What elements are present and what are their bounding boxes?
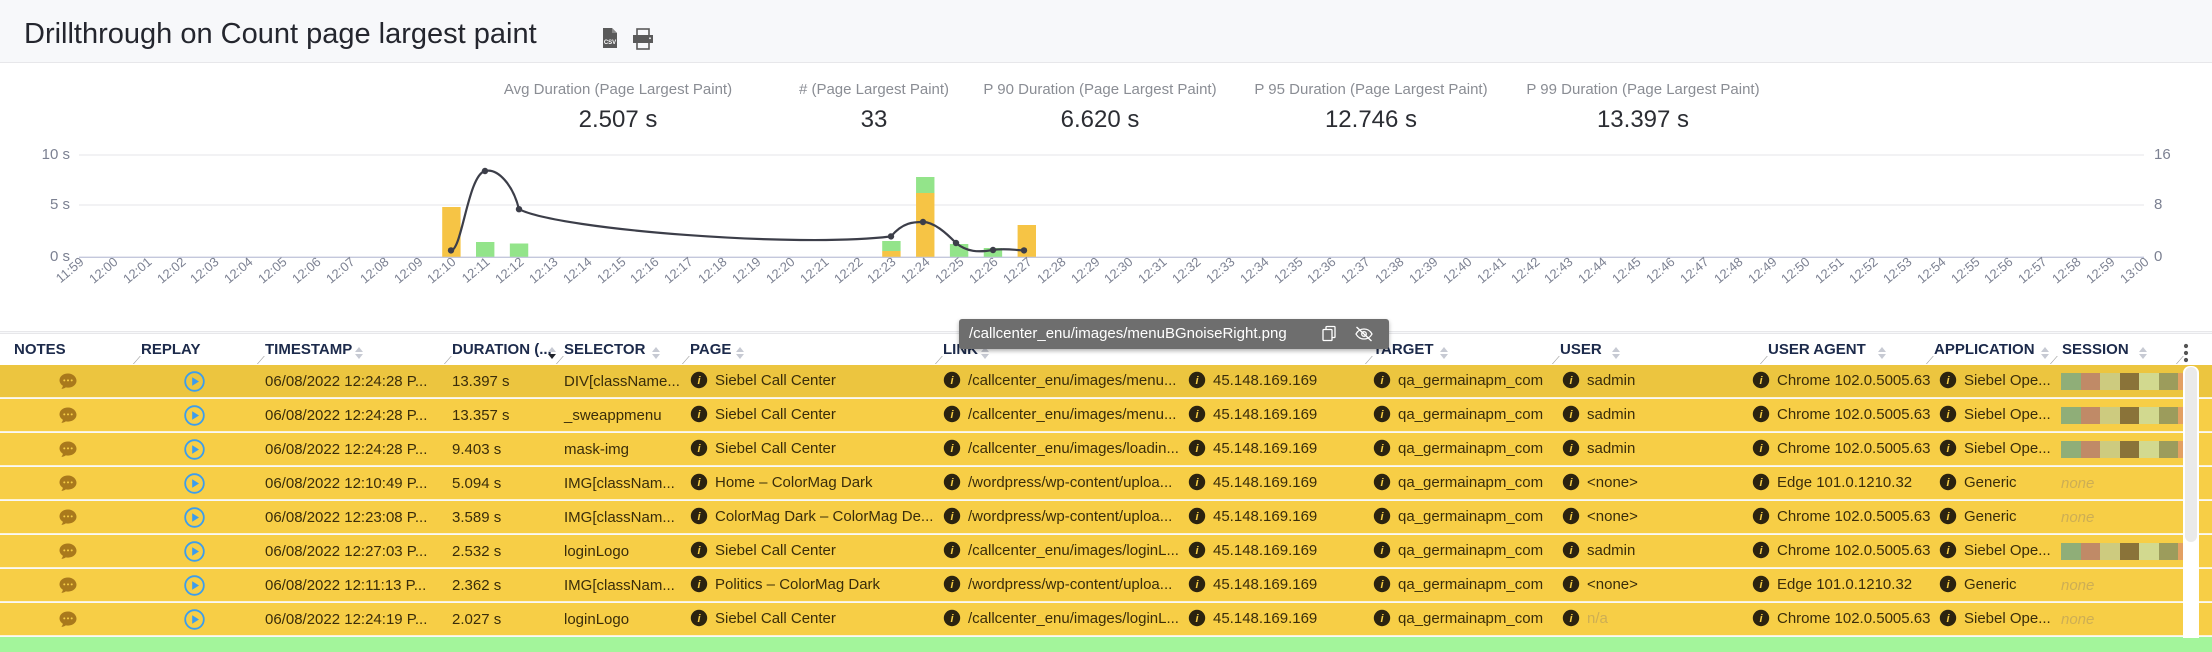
svg-text:10 s: 10 s [42,146,70,163]
svg-text:8: 8 [2154,196,2162,213]
svg-text:16: 16 [2154,146,2171,163]
svg-text:CSV: CSV [604,40,616,46]
svg-text:5 s: 5 s [50,196,70,213]
